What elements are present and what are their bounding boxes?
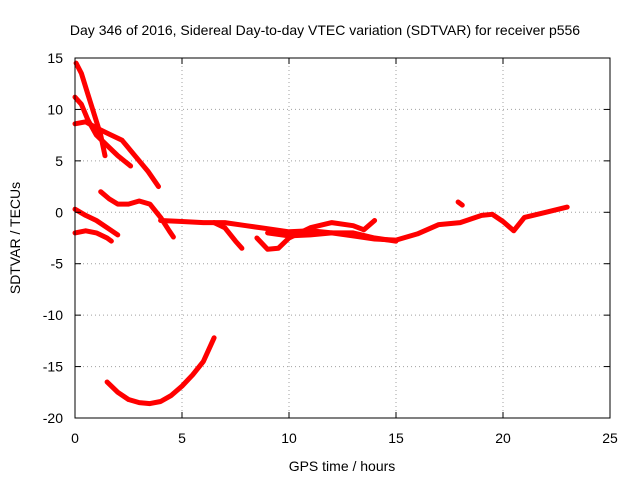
chart-title: Day 346 of 2016, Sidereal Day-to-day VTE… bbox=[70, 22, 580, 38]
x-axis-label: GPS time / hours bbox=[289, 458, 396, 474]
series-arc12 bbox=[455, 199, 465, 208]
series-arc4 bbox=[98, 189, 176, 240]
series-arc9 bbox=[254, 218, 378, 252]
series-arc11 bbox=[104, 335, 217, 407]
x-tick-label: 0 bbox=[71, 430, 79, 446]
series-arc3 bbox=[72, 119, 161, 190]
series-arc10 bbox=[265, 230, 399, 244]
series-arc6 bbox=[72, 228, 114, 244]
x-tick-label: 15 bbox=[388, 430, 404, 446]
grid bbox=[75, 58, 610, 418]
plot-frame bbox=[74, 57, 611, 419]
y-tick-label: 5 bbox=[55, 153, 63, 169]
y-tick-label: 15 bbox=[47, 50, 63, 66]
series-arc8 bbox=[211, 220, 245, 251]
y-tick-label: -5 bbox=[51, 256, 64, 272]
x-tick-label: 10 bbox=[281, 430, 297, 446]
y-tick-label: 0 bbox=[55, 204, 63, 220]
series-arc5 bbox=[72, 206, 121, 238]
y-tick-label: -15 bbox=[43, 359, 63, 375]
series-arc2 bbox=[72, 94, 134, 169]
axis-ticks: 0 5 10 15 20 25 -20 -15 -10 -5 0 5 10 15 bbox=[43, 50, 618, 446]
y-tick-label: -20 bbox=[43, 410, 63, 426]
x-tick-label: 20 bbox=[495, 430, 511, 446]
y-tick-label: -10 bbox=[43, 307, 63, 323]
y-tick-label: 10 bbox=[47, 101, 63, 117]
x-tick-label: 5 bbox=[178, 430, 186, 446]
y-axis-label: SDTVAR / TECUs bbox=[7, 182, 23, 294]
x-tick-label: 25 bbox=[602, 430, 618, 446]
data-series bbox=[72, 60, 570, 407]
